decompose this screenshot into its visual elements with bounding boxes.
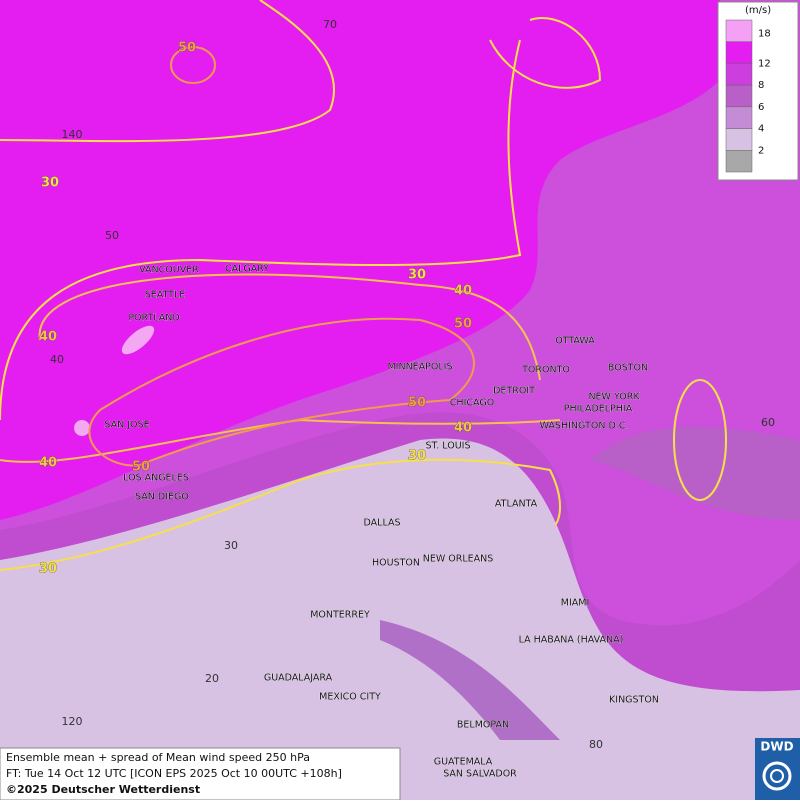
contour-30 xyxy=(673,379,727,501)
labels: VANCOUVER CALGARY SEATTLE PORTLAND SAN JOSE L… xyxy=(39,18,775,780)
city-label: DETROIT xyxy=(493,386,535,397)
speed-max xyxy=(121,325,155,355)
legend-swatch xyxy=(725,41,753,64)
legend-level: 4 xyxy=(758,124,764,135)
city-label: MEXICO CITY xyxy=(319,692,381,703)
grid-label: 60 xyxy=(761,416,775,429)
city-label: KINGSTON xyxy=(609,695,659,706)
city-label: PHILADELPHIA xyxy=(564,404,633,415)
legend-swatch xyxy=(725,19,753,42)
grid-label: 50 xyxy=(105,229,119,242)
speed-band-low xyxy=(590,426,800,520)
legend-level: 6 xyxy=(758,102,764,113)
contour-label: 50 xyxy=(132,460,150,475)
contour-40 xyxy=(38,273,541,381)
city-label: CHICAGO xyxy=(450,398,494,409)
city-label: BOSTON xyxy=(608,363,648,374)
contour-50 xyxy=(88,317,475,467)
legend-level: 12 xyxy=(758,58,771,69)
speed-max xyxy=(74,420,90,436)
city-label: MONTERREY xyxy=(310,610,370,621)
city-label: SEATTLE xyxy=(145,290,186,301)
city-label: WASHINGTON D.C. xyxy=(540,421,629,432)
city-label: SAN JOSE xyxy=(104,420,149,431)
contour-50 xyxy=(170,46,216,84)
legend-swatch xyxy=(725,128,753,151)
legend-unit: (m/s) xyxy=(745,5,771,16)
grid-label: 80 xyxy=(589,738,603,751)
contour-label: 40 xyxy=(39,330,57,345)
contour-label: 30 xyxy=(408,449,426,464)
caption-line: ©2025 Deutscher Wetterdienst xyxy=(6,783,200,796)
legend-level: 2 xyxy=(758,145,764,156)
logo-icon xyxy=(762,761,792,791)
city-label: MINNEAPOLIS xyxy=(387,362,452,373)
contour-30 xyxy=(0,458,561,571)
logo-text: DWD xyxy=(760,740,793,754)
contour-label: 40 xyxy=(454,421,472,436)
caption-line: Ensemble mean + spread of Mean wind spee… xyxy=(6,751,310,764)
city-label: VANCOUVER xyxy=(139,265,199,276)
grid-label: 70 xyxy=(323,18,337,31)
city-label: MIAMI xyxy=(561,598,590,609)
city-label: TORONTO xyxy=(521,365,570,376)
contour-label: 50 xyxy=(408,396,426,411)
legend: (m/s) 18 12 8 6 4 2 xyxy=(717,1,799,181)
contour-label: 30 xyxy=(41,176,59,191)
city-label: NEW YORK xyxy=(588,392,640,403)
contour-label: 40 xyxy=(39,456,57,471)
city-label: BELMOPAN xyxy=(457,720,509,731)
city-label: ATLANTA xyxy=(495,499,538,510)
legend-swatch xyxy=(725,106,753,129)
contour-label: 40 xyxy=(454,284,472,299)
city-label: ST. LOUIS xyxy=(426,441,471,452)
caption-line: FT: Tue 14 Oct 12 UTC [ICON EPS 2025 Oct… xyxy=(6,767,342,780)
grid-label: 30 xyxy=(224,539,238,552)
contour-label: 30 xyxy=(39,562,57,577)
contour-30 xyxy=(0,39,522,421)
legend-level: 8 xyxy=(758,80,764,91)
contour-30 xyxy=(489,17,602,89)
speed-band-high xyxy=(0,0,720,520)
city-label: PORTLAND xyxy=(128,313,179,324)
city-label: DALLAS xyxy=(364,518,401,529)
city-label: SAN DIEGO xyxy=(135,492,189,503)
city-label: SAN SALVADOR xyxy=(443,769,517,780)
city-label: OTTAWA xyxy=(555,336,595,347)
city-label: HOUSTON xyxy=(372,558,420,569)
speed-band-low xyxy=(380,620,560,740)
city-label: NEW ORLEANS xyxy=(423,554,494,565)
city-label: LOS ANGELES xyxy=(123,473,189,484)
city-label: GUATEMALA xyxy=(434,757,493,768)
logo-icon xyxy=(770,769,784,783)
city-label: GUADALAJARA xyxy=(264,673,333,684)
grid-label: 140 xyxy=(62,128,83,141)
legend-level: 18 xyxy=(758,29,771,40)
contour-30 xyxy=(0,0,335,143)
contour-label: 50 xyxy=(178,41,196,56)
contour-label: 30 xyxy=(408,268,426,283)
legend-swatch xyxy=(725,150,753,173)
grid-label: 20 xyxy=(205,672,219,685)
caption-box xyxy=(0,747,401,801)
contours xyxy=(0,0,727,571)
city-label: CALGARY xyxy=(225,264,269,275)
legend-swatch xyxy=(725,63,753,86)
legend-swatch xyxy=(725,84,753,108)
contour-label: 50 xyxy=(454,317,472,332)
grid-label: 40 xyxy=(50,353,64,366)
grid-label: 120 xyxy=(62,715,83,728)
city-label: LA HABANA (HAVANA) xyxy=(519,635,624,646)
